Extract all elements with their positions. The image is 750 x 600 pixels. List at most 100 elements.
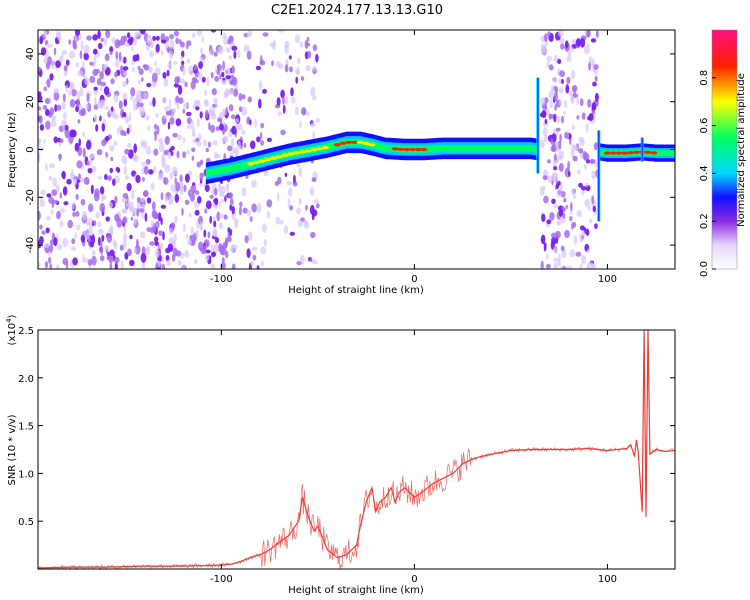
noise-speckle [124, 115, 130, 124]
noise-speckle [51, 120, 57, 128]
noise-speckle [61, 170, 66, 179]
noise-speckle [555, 249, 558, 255]
noise-speckle [544, 118, 548, 125]
noise-speckle [283, 225, 289, 234]
noise-speckle [153, 148, 159, 156]
noise-speckle [95, 69, 100, 74]
noise-speckle [194, 209, 200, 216]
noise-speckle [65, 59, 70, 66]
noise-speckle [205, 157, 211, 164]
noise-speckle [571, 124, 575, 130]
noise-speckle [571, 188, 575, 196]
noise-speckle [62, 112, 67, 120]
noise-speckle [565, 204, 568, 210]
noise-speckle [588, 55, 592, 63]
noise-speckle [312, 65, 317, 72]
ridge-hot-spot [339, 141, 347, 145]
noise-speckle [198, 71, 203, 80]
noise-speckle [128, 112, 132, 122]
noise-speckle [59, 208, 66, 213]
noise-speckle [559, 162, 564, 172]
noise-speckle [150, 182, 155, 191]
ridge-hot-spot [246, 162, 254, 166]
noise-speckle [82, 254, 85, 264]
noise-speckle [47, 56, 52, 65]
noise-speckle [193, 64, 197, 71]
noise-speckle [225, 106, 228, 114]
noise-speckle [113, 256, 120, 264]
snr-x-axis-label: Height of straight line (km) [288, 585, 424, 596]
noise-speckle [155, 35, 160, 41]
noise-speckle [77, 119, 81, 124]
noise-speckle [152, 35, 157, 42]
noise-speckle [209, 215, 212, 224]
noise-speckle [141, 77, 144, 82]
noise-speckle [309, 257, 313, 262]
noise-speckle [74, 232, 77, 239]
noise-speckle [188, 212, 192, 218]
noise-speckle [46, 78, 51, 88]
ridge-hot-spot [258, 159, 266, 163]
noise-speckle [173, 233, 177, 242]
noise-speckle [141, 161, 147, 167]
noise-speckle [255, 65, 261, 71]
noise-speckle [543, 242, 547, 252]
noise-speckle [45, 109, 50, 116]
noise-speckle [122, 239, 127, 250]
noise-speckle [122, 66, 129, 71]
noise-speckle [587, 99, 592, 108]
noise-speckle [134, 217, 137, 225]
noise-speckle [252, 246, 258, 251]
noise-speckle [145, 115, 150, 121]
noise-speckle [109, 262, 113, 269]
noise-speckle [38, 138, 42, 144]
noise-speckle [592, 81, 597, 87]
noise-speckle [553, 204, 559, 209]
noise-speckle [553, 113, 557, 123]
y-tick-label: 40 [25, 48, 36, 61]
noise-speckle [282, 96, 285, 105]
noise-speckle [300, 217, 305, 222]
noise-speckle [89, 75, 96, 84]
noise-speckle [263, 238, 267, 247]
noise-speckle [584, 182, 590, 187]
noise-speckle [79, 177, 84, 182]
ridge-hot-spot [322, 145, 330, 150]
noise-speckle [169, 116, 175, 125]
noise-speckle [103, 86, 110, 96]
noise-speckle [97, 30, 101, 40]
noise-speckle [105, 135, 110, 142]
y-tick-label: 1.5 [18, 422, 34, 433]
noise-speckle [109, 144, 115, 152]
noise-speckle [83, 257, 89, 263]
noise-speckle [76, 160, 83, 169]
noise-speckle [101, 139, 107, 147]
colorbar-tick-label: 0.0 [699, 261, 710, 277]
noise-speckle [305, 204, 308, 211]
noise-speckle [58, 125, 64, 132]
noise-speckle [258, 80, 263, 90]
noise-speckle [126, 32, 131, 39]
noise-speckle [586, 159, 590, 164]
noise-speckle [594, 75, 598, 82]
noise-speckle [155, 112, 159, 118]
noise-speckle [548, 90, 554, 99]
noise-speckle [216, 211, 221, 222]
noise-speckle [96, 78, 102, 86]
noise-speckle [573, 235, 578, 245]
noise-speckle [137, 65, 141, 70]
noise-speckle [554, 54, 559, 64]
noise-speckle [282, 104, 286, 114]
noise-speckle [63, 201, 69, 206]
noise-speckle [315, 203, 320, 209]
noise-speckle [286, 180, 293, 186]
noise-speckle [154, 60, 157, 67]
noise-speckle [237, 123, 243, 131]
noise-speckle [110, 78, 115, 85]
noise-speckle [130, 87, 136, 97]
noise-speckle [191, 119, 194, 127]
noise-speckle [188, 65, 194, 75]
noise-speckle [71, 202, 75, 210]
noise-speckle [564, 99, 568, 109]
noise-speckle [580, 255, 587, 265]
